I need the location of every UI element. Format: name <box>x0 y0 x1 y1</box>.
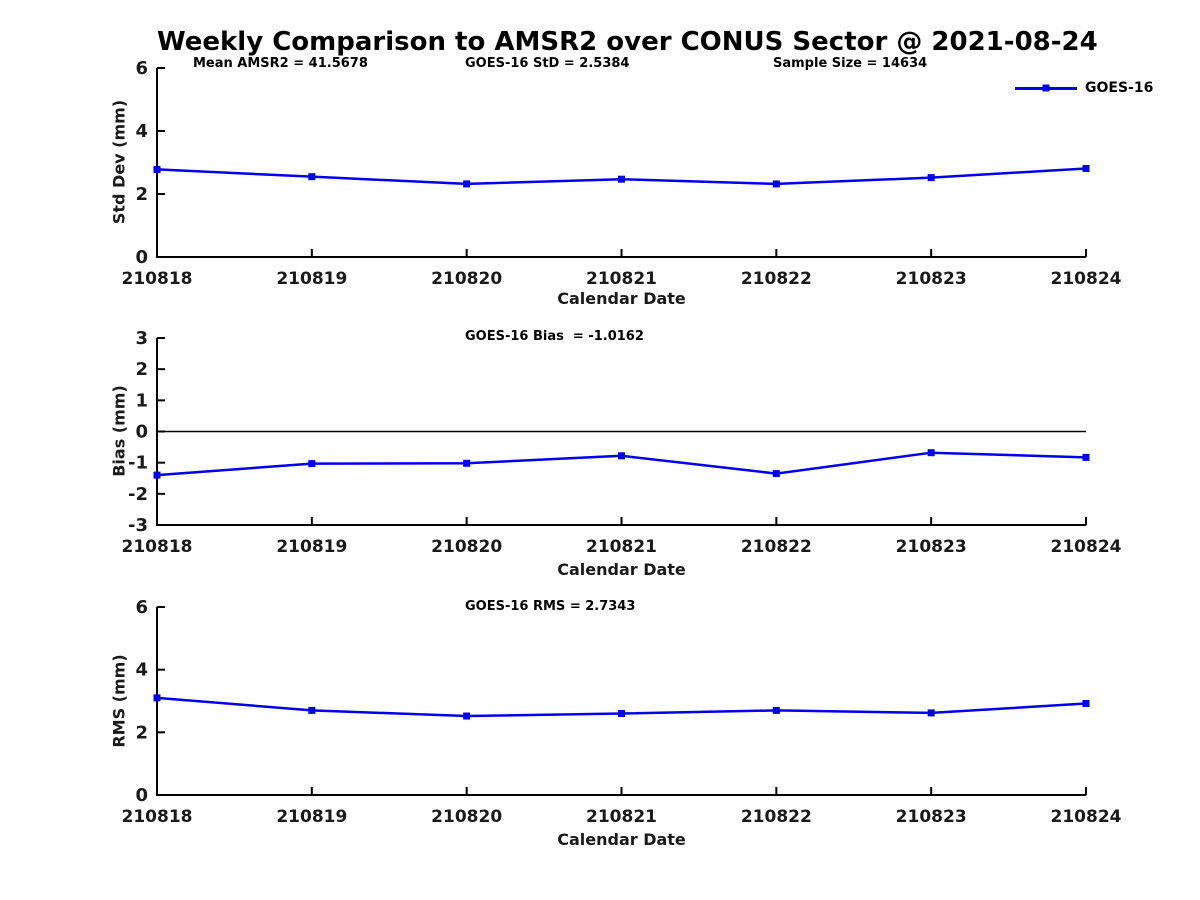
y-tick-label: -3 <box>128 515 148 536</box>
data-point-marker <box>153 471 161 479</box>
x-tick-label: 210822 <box>741 807 812 827</box>
x-tick-label: 210822 <box>741 537 812 557</box>
chart-panel-0: 0 2 4 6 210818 210819 210820 210821 210822 210823… <box>122 58 1122 289</box>
x-tick-label: 210818 <box>122 269 193 289</box>
x-tick-label: 210821 <box>586 269 657 289</box>
legend-square-marker-icon <box>1042 84 1050 92</box>
data-point-marker <box>308 173 316 181</box>
annotation-sample-size: Sample Size = 14634 <box>773 56 928 71</box>
x-tick-label: 210819 <box>276 269 347 289</box>
x-tick-label: 210819 <box>276 807 347 827</box>
annotation-goes16-rms: GOES-16 RMS = 2.7343 <box>465 599 636 614</box>
x-tick-label: 210821 <box>586 807 657 827</box>
data-point-marker <box>772 706 780 714</box>
legend-label: GOES-16 <box>1085 80 1154 96</box>
data-point-marker <box>463 712 471 720</box>
annotation-mean-amsr2: Mean AMSR2 = 41.5678 <box>193 56 368 71</box>
data-point-marker <box>618 452 625 460</box>
data-point-marker <box>618 710 625 718</box>
y-tick-label: 0 <box>135 247 148 268</box>
data-point-marker <box>772 470 780 478</box>
chart-panel-1: -3 -2 -1 0 1 2 3 210818 210819 210820 210821 210822… <box>122 328 1122 557</box>
data-point-marker <box>153 165 161 173</box>
legend-line-sample <box>1015 84 1077 92</box>
y-tick-label: 6 <box>135 597 148 618</box>
y-tick-label: 0 <box>135 422 148 443</box>
y-tick-label: 2 <box>135 184 148 205</box>
annotation-goes16-std: GOES-16 StD = 2.5384 <box>465 56 630 71</box>
x-tick-label: 210818 <box>122 537 193 557</box>
x-tick-label: 210820 <box>431 537 502 557</box>
x-tick-label: 210820 <box>431 807 502 827</box>
y-tick-label: 2 <box>135 359 148 380</box>
data-point-marker <box>308 460 316 468</box>
x-tick-label: 210820 <box>431 269 502 289</box>
data-point-marker <box>927 174 935 182</box>
data-point-marker <box>772 180 780 188</box>
x-tick-label: 210822 <box>741 269 812 289</box>
annotation-goes16-bias: GOES-16 Bias = -1.0162 <box>465 329 644 344</box>
x-tick-label: 210824 <box>1051 537 1122 557</box>
data-point-marker <box>463 180 471 188</box>
y-tick-label: 3 <box>135 328 148 349</box>
figure-title: Weekly Comparison to AMSR2 over CONUS Se… <box>157 27 1098 57</box>
y-tick-label: 4 <box>135 121 148 142</box>
data-point-marker <box>927 449 935 457</box>
legend: GOES-16 <box>1015 80 1153 96</box>
x-tick-label: 210819 <box>276 537 347 557</box>
x-tick-label: 210823 <box>896 807 967 827</box>
y-tick-label: -2 <box>128 484 148 505</box>
chart-panel-2: 0 2 4 6 210818 210819 210820 210821 210822 210823… <box>122 597 1122 827</box>
data-point-marker <box>927 709 935 717</box>
y-tick-label: 2 <box>135 722 148 743</box>
data-point-marker <box>153 694 161 702</box>
data-point-marker <box>618 175 625 183</box>
data-point-marker <box>308 706 316 714</box>
x-tick-label: 210824 <box>1051 807 1122 827</box>
y-tick-label: 0 <box>135 785 148 806</box>
data-point-marker <box>1082 700 1090 708</box>
x-tick-label: 210823 <box>896 269 967 289</box>
y-tick-label: 1 <box>135 390 148 411</box>
y-tick-label: -1 <box>128 453 148 474</box>
x-axis-label-rms: Calendar Date <box>557 830 686 849</box>
data-point-marker <box>1082 164 1090 172</box>
y-tick-label: 6 <box>135 58 148 79</box>
x-tick-label: 210824 <box>1051 269 1122 289</box>
x-tick-label: 210821 <box>586 537 657 557</box>
x-tick-label: 210818 <box>122 807 193 827</box>
y-tick-label: 4 <box>135 660 148 681</box>
x-axis-label-bias: Calendar Date <box>557 560 686 579</box>
data-point-marker <box>463 459 471 467</box>
data-point-marker <box>1082 453 1090 461</box>
x-axis-label-stddev: Calendar Date <box>557 289 686 308</box>
x-tick-label: 210823 <box>896 537 967 557</box>
